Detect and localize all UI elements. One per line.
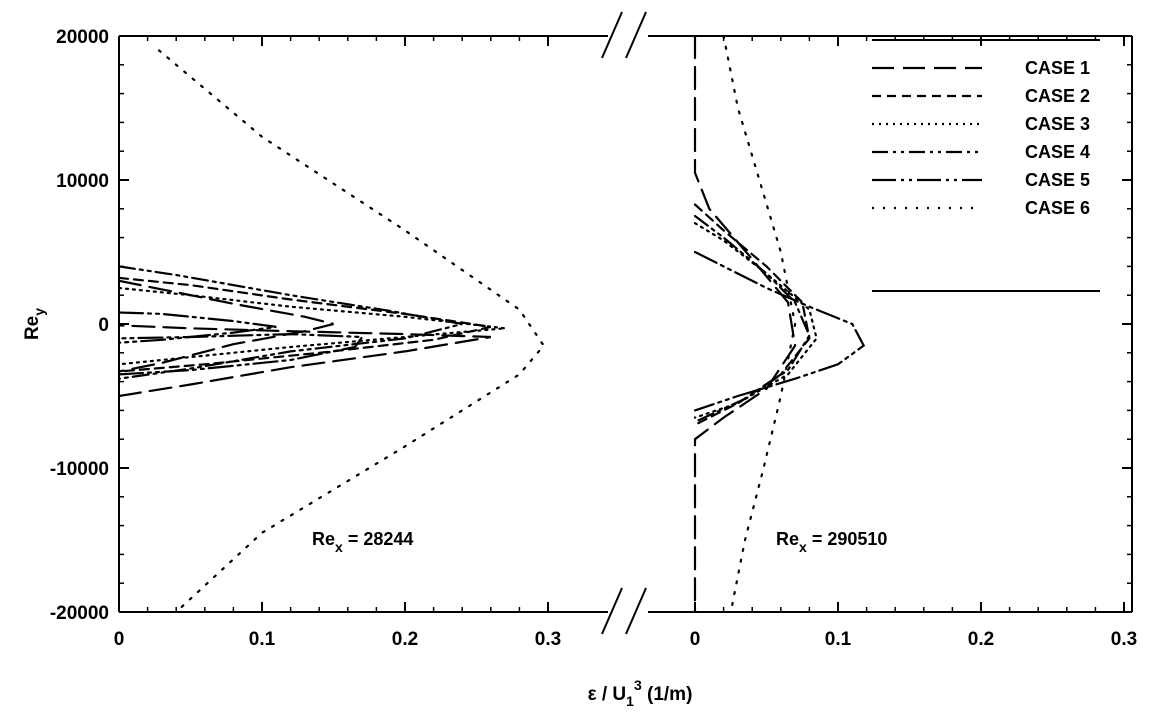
series-line-panel2-4 <box>693 214 811 423</box>
legend-label: CASE 3 <box>1025 114 1090 134</box>
axis-break-mark-bottom-2 <box>625 587 647 635</box>
panel-annotation: Rex = 28244 <box>312 529 413 555</box>
series-line-panel1-7 <box>117 332 365 376</box>
y-tick-label: 0 <box>98 315 109 336</box>
x-tick-label: 0.3 <box>535 629 561 650</box>
series-line-panel2-6 <box>722 34 797 614</box>
panel-annotation: Rex = 290510 <box>776 529 887 555</box>
series-line-panel2-3 <box>693 222 818 419</box>
x-tick-label: 0.3 <box>1111 629 1137 650</box>
series-line-panel1-6 <box>157 49 546 614</box>
x-tick-label: 0 <box>690 629 701 650</box>
series-line-panel1-1 <box>117 279 334 373</box>
labels: Rex = 28244 Rex = 290510 Rey ε / U13 (1/m) <box>22 308 887 709</box>
series-line-panel1-3 <box>117 286 506 366</box>
axis-break-mark-top-2 <box>625 11 647 59</box>
axis-break-mark-top-1 <box>601 11 623 59</box>
y-tick-label: -10000 <box>50 459 109 480</box>
series-layer <box>117 34 866 614</box>
x-tick-label: 0.1 <box>825 629 852 650</box>
series-line-panel2-1 <box>693 34 797 614</box>
plot-frame <box>118 11 1133 635</box>
x-tick-label: 0 <box>114 629 125 650</box>
legend-label: CASE 6 <box>1025 198 1090 218</box>
series-line-panel1-5 <box>117 311 277 344</box>
legend-label: CASE 5 <box>1025 170 1090 190</box>
y-axis-label: Rey <box>22 308 47 340</box>
y-tick-label: 10000 <box>56 171 109 192</box>
legend-label: CASE 2 <box>1025 86 1090 106</box>
y-tick-label: -20000 <box>50 603 109 624</box>
legend-label: CASE 4 <box>1025 142 1090 162</box>
series-line-panel1-8 <box>117 324 491 398</box>
legend: CASE 1 CASE 2 CASE 3 CASE 4 CASE 5 CASE 6 <box>872 39 1100 292</box>
x-tick-label: 0.2 <box>968 629 994 650</box>
y-tick-label: 20000 <box>56 27 109 48</box>
x-tick-label: 0.2 <box>392 629 418 650</box>
series-line-panel2-5 <box>693 250 866 412</box>
x-axis-label: ε / U13 (1/m) <box>588 677 693 709</box>
legend-label: CASE 1 <box>1025 58 1090 78</box>
series-line-panel1-4 <box>117 265 463 380</box>
x-tick-label: 0.1 <box>249 629 276 650</box>
axis-break-mark-bottom-1 <box>601 587 623 635</box>
